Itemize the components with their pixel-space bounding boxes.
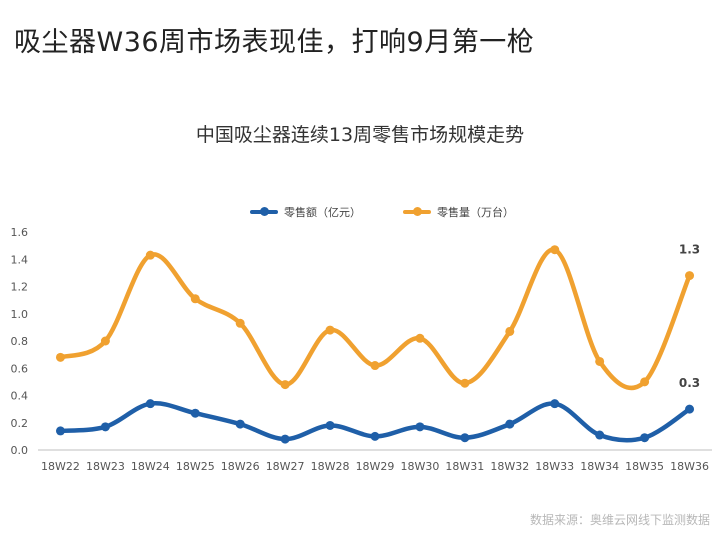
x-tick-label: 18W36 [670,460,709,473]
chart-title: 中国吸尘器连续13周零售市场规模走势 [195,124,525,146]
x-tick-label: 18W31 [445,460,484,473]
y-tick-label: 1.0 [11,308,29,321]
x-tick-label: 18W25 [176,460,215,473]
data-point-0 [235,419,245,429]
data-point-0 [505,419,515,429]
y-tick-label: 1.6 [11,226,29,239]
y-tick-label: 0.4 [11,390,29,403]
x-tick-label: 18W22 [41,460,80,473]
data-point-1 [595,356,605,366]
data-point-1 [235,318,245,328]
x-tick-label: 18W27 [266,460,305,473]
data-point-1 [145,250,155,260]
data-point-1 [685,271,695,281]
data-point-0 [370,431,380,441]
x-tick-label: 18W24 [131,460,170,473]
legend-label-sales-value: 零售额（亿元） [284,206,361,219]
data-point-1 [280,380,290,390]
data-point-1 [55,352,65,362]
data-point-1 [325,325,335,335]
data-point-1 [100,336,110,346]
y-tick-label: 0.6 [11,362,29,375]
data-point-0 [280,434,290,444]
data-source-note: 数据来源：奥维云网线下监测数据 [529,513,710,527]
data-point-0 [190,408,200,418]
x-tick-label: 18W32 [490,460,529,473]
y-tick-label: 0.0 [11,444,29,457]
data-point-0 [55,426,65,436]
data-point-0 [100,422,110,432]
data-label: 0.3 [679,376,700,390]
data-point-1 [640,377,650,387]
x-tick-label: 18W34 [580,460,619,473]
legend-item-sales-volume: 零售量（万台） [403,204,514,220]
x-tick-label: 18W35 [625,460,664,473]
y-tick-label: 1.2 [11,281,29,294]
series-line-1 [58,247,692,391]
legend-item-sales-value: 零售额（亿元） [250,204,361,220]
data-label: 1.3 [679,243,700,257]
x-tick-label: 18W30 [400,460,439,473]
x-tick-label: 18W28 [311,460,350,473]
data-point-0 [325,420,335,430]
x-tick-label: 18W33 [535,460,574,473]
chart-legend: 零售额（亿元） 零售量（万台） [250,204,514,220]
x-tick-label: 18W26 [221,460,260,473]
data-point-0 [640,433,650,443]
legend-label-sales-volume: 零售量（万台） [437,206,514,219]
data-point-1 [190,294,200,304]
y-tick-label: 0.8 [11,335,29,348]
data-point-0 [145,399,155,409]
data-point-1 [505,326,515,336]
data-point-1 [550,245,560,255]
data-point-1 [370,361,380,371]
data-point-0 [550,399,560,409]
data-point-1 [460,378,470,388]
data-point-0 [460,433,470,443]
data-point-0 [595,430,605,440]
legend-swatch-blue [250,207,278,216]
x-tick-label: 18W23 [86,460,125,473]
data-point-0 [685,404,695,414]
data-point-0 [415,422,425,432]
y-tick-label: 1.4 [11,253,29,266]
y-tick-label: 0.2 [11,417,29,430]
x-tick-label: 18W29 [356,460,395,473]
page-title: 吸尘器W36周市场表现佳，打响9月第一枪 [14,27,535,58]
legend-swatch-orange [403,207,431,216]
data-point-1 [415,333,425,343]
